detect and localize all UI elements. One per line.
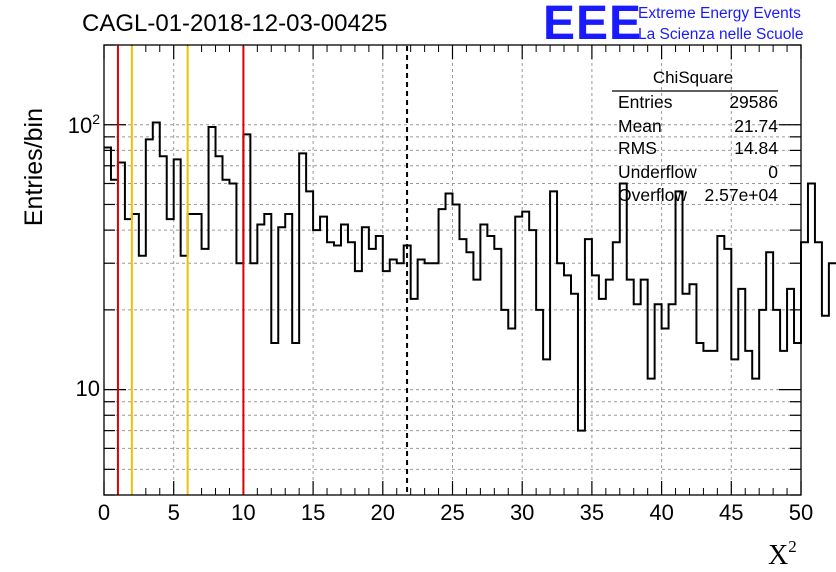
x-tick-label: 5 [167,500,180,525]
stats-value: 2.57e+04 [704,185,778,205]
stats-value: 14.84 [734,138,778,158]
stats-row-rms: RMS 14.84 [618,138,778,162]
logo-line-2: La Scienza nelle Scuole [638,26,804,43]
plot-frame [103,44,802,496]
x-tick-label: 0 [97,500,111,525]
marker-lines [116,46,409,495]
x-tick-label: 50 [788,500,814,525]
eee-logo: EEE [543,0,643,50]
y-tick-label: 102 [40,111,100,139]
x-tick-label: 15 [300,500,326,525]
y-tick-label-base: 10 [75,375,100,401]
grid-layer [104,44,801,496]
histogram-series [104,121,836,432]
logo-line-1: Extreme Energy Events [638,5,801,22]
stats-value: 0 [768,162,778,182]
stats-value: 29586 [729,92,778,112]
x-axis-label-superscript: 2 [788,537,797,556]
stats-row-underflow: Underflow 0 [618,162,778,186]
y-tick-label-exponent: 2 [92,110,100,127]
y-tick-label: 10 [40,376,100,402]
x-tick-label: 20 [370,500,396,525]
stats-row-overflow: Overflow 2.57e+04 [618,185,778,209]
stats-key: Entries [618,92,673,112]
x-tick-label: 35 [579,500,605,525]
stats-title: ChiSquare [652,68,734,87]
stats-key: Underflow [618,162,697,182]
x-tick-label: 10 [231,500,256,525]
x-axis-label: X2 [768,537,797,572]
x-axis-label-base: X [768,540,789,571]
x-tick-label: 25 [440,500,465,525]
x-tick-label: 40 [649,500,674,525]
chart-title: CAGL-01-2018-12-03-00425 [82,10,388,37]
x-tick-label: 45 [719,500,744,525]
histogram-step-line [104,121,836,432]
stats-key: Mean [618,116,662,136]
stats-row-entries: Entries 29586 [618,92,778,116]
stats-row-mean: Mean 21.74 [618,116,778,140]
x-tick-label: 30 [509,500,535,525]
y-tick-label-base: 10 [67,112,93,138]
stats-key: Overflow [618,185,688,205]
stats-key: RMS [618,138,657,158]
stats-value: 21.74 [734,116,778,136]
